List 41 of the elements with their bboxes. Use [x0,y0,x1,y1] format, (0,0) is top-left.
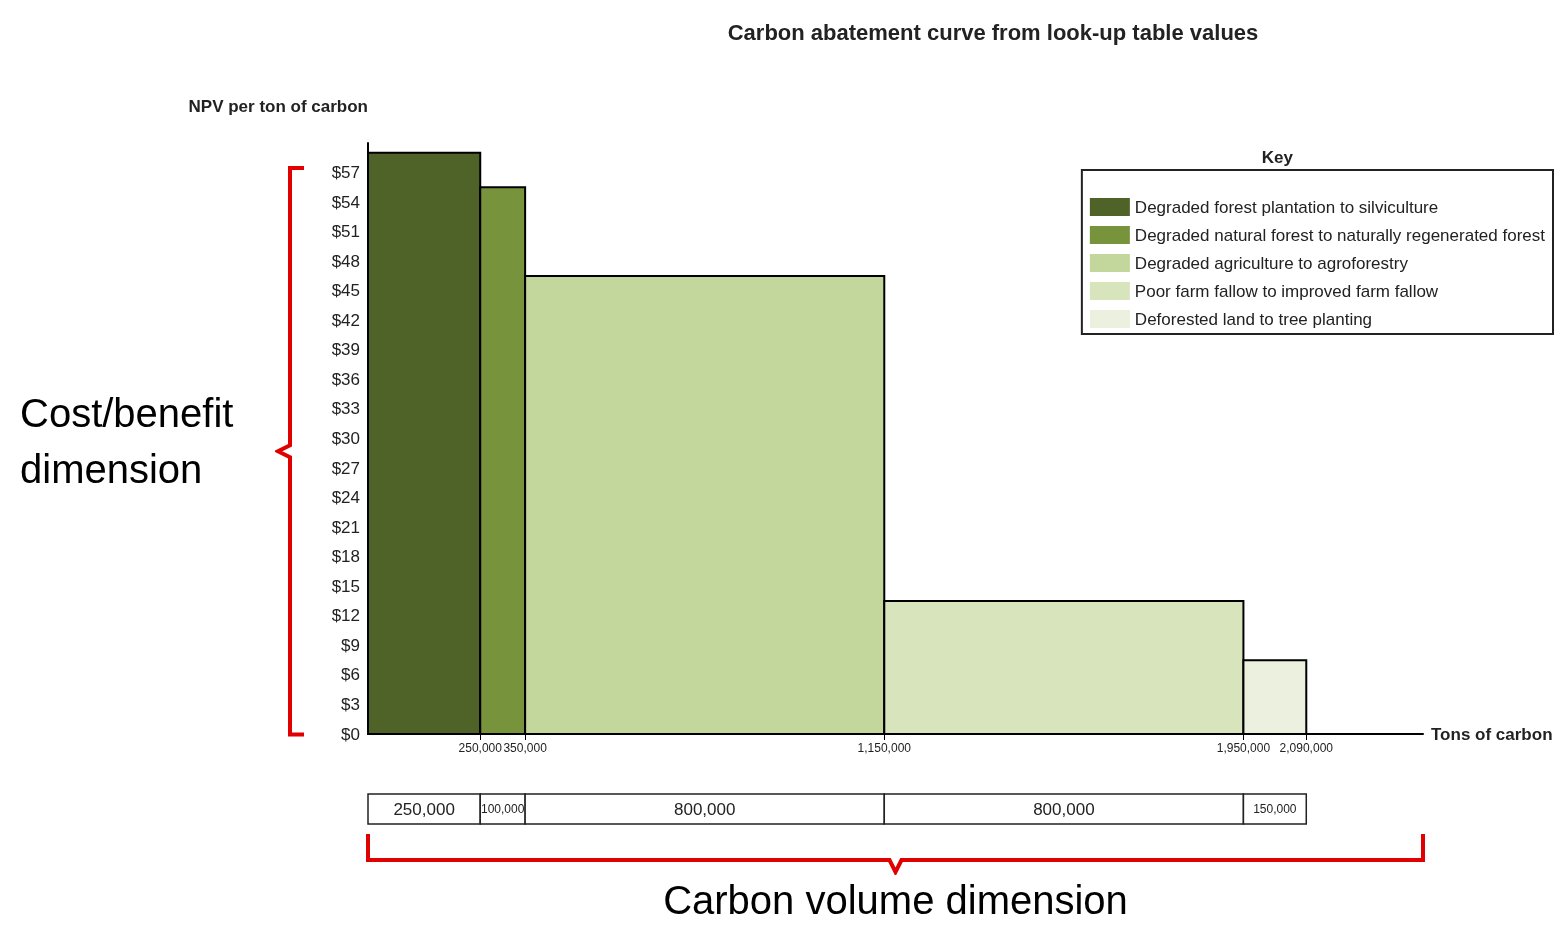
x-tick-label: 350,000 [503,741,548,755]
y-tick-label: $3 [341,694,360,714]
legend-label: Degraded agriculture to agroforestry [1134,253,1409,273]
y-tick-label: $21 [331,517,360,537]
legend-label: Deforested land to tree planting [1134,309,1373,329]
text: Carbon volume dimension [663,878,1128,922]
text: 250,000 [393,799,455,819]
y-tick-label: $30 [331,429,360,448]
text: 150,000 [1253,802,1297,816]
x-tick-label: 250,000 [458,741,503,755]
y-tick-label: $6 [341,665,360,685]
y-tick-label: $24 [331,488,360,508]
y-tick-label: $57 [331,163,360,183]
y-tick-label: $36 [331,369,360,389]
y-tick-label: $0 [341,724,360,744]
chart-title: Carbon abatement curve from look-up table values [727,19,1259,45]
y-tick-label: $54 [331,192,360,212]
y-axis-title: NPV per ton of carbon [188,97,368,116]
text: 800,000 [673,799,736,819]
y-tick-label: $42 [331,310,360,330]
x-tick-label: 1,150,000 [857,741,912,755]
text: Cost/benefit dimension [20,390,234,491]
y-tick-label: $18 [331,547,360,567]
y-tick-label: $27 [331,458,360,478]
legend-title: Key [1261,148,1294,167]
y-tick-label: $15 [331,576,360,596]
legend-label: Degraded forest plantation to silviculture [1134,197,1439,217]
y-tick-label: $48 [331,251,360,271]
text: 100,000 [480,802,525,816]
x-axis-title: Tons of carbon [1431,724,1553,744]
y-tick-label: $39 [331,340,360,360]
y-tick-label: $9 [341,635,360,655]
y-tick-label: $51 [331,222,360,242]
y-tick-label: $33 [331,399,360,419]
y-tick-label: $45 [331,281,360,301]
text: 800,000 [1033,799,1095,819]
y-tick-label: $12 [331,606,360,626]
legend-label: Degraded natural forest to naturally regenerated forest [1134,225,1546,245]
x-tick-label: 1,950,000 [1216,741,1271,755]
legend-label: Poor farm fallow to improved farm fallow [1134,281,1439,301]
x-tick-label: 2,090,000 [1279,741,1334,755]
